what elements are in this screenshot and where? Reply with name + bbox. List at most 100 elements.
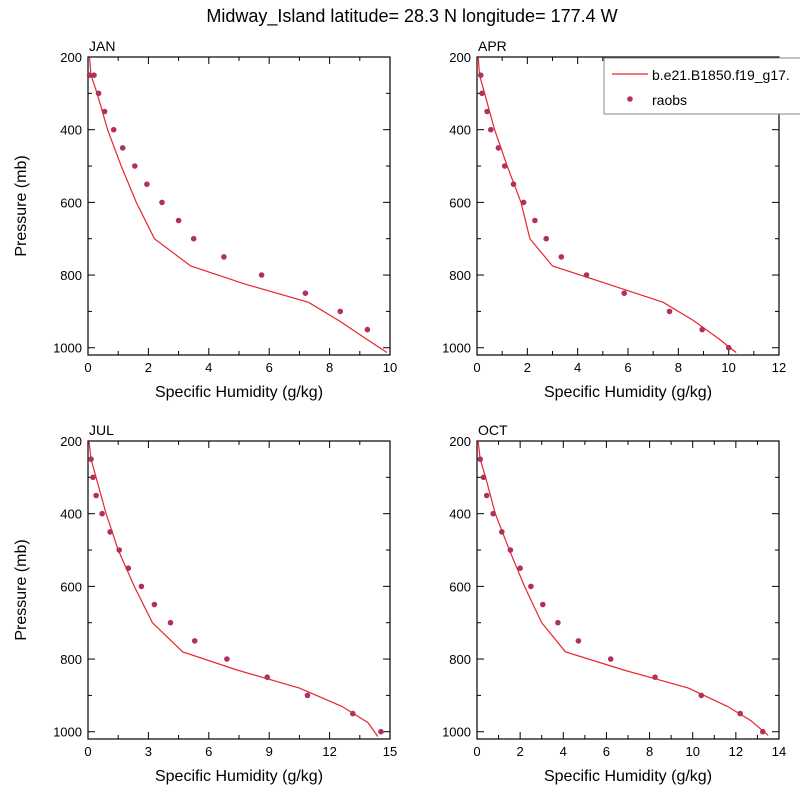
panel-apr-ytick-label: 800 — [449, 268, 471, 283]
panel-jan-obs-point — [110, 126, 117, 133]
panel-jul-obs-point — [167, 619, 174, 626]
panel-jan-xtick-label: 8 — [326, 360, 333, 375]
panel-jan-obs-point — [175, 217, 182, 224]
panel-jul-obs-point — [151, 601, 158, 608]
panel-jan-ytick-label: 800 — [60, 268, 82, 283]
panel-oct-model-line — [477, 440, 769, 736]
panel-oct-ytick-label: 400 — [449, 507, 471, 522]
legend-obs-label: raobs — [652, 92, 687, 108]
panel-jul-obs-point — [93, 492, 99, 499]
panel-oct-xtick-label: 8 — [646, 744, 653, 759]
panel-apr-xtick-label: 10 — [721, 360, 735, 375]
panel-oct-obs-point — [555, 619, 561, 626]
panel-oct-ytick-label: 1000 — [442, 725, 471, 740]
panel-oct-xtick-label: 12 — [729, 744, 743, 759]
panel-oct-obs-point — [698, 692, 705, 699]
panel-jan-obs-point — [190, 235, 197, 242]
legend-model-label: b.e21.B1850.f19_g17. — [652, 67, 790, 83]
panel-jan-ytick-label: 400 — [60, 123, 82, 138]
panel-jul-ytick-label: 400 — [60, 507, 82, 522]
panel-apr-obs-point — [510, 181, 517, 187]
panel-jan: JAN 0 2 4 6 8 10 200 400 600 800 1000 Specific Humid… — [13, 38, 397, 401]
panel-jan-obs-point — [159, 199, 165, 206]
panel-apr-obs-point — [488, 126, 494, 133]
panel-jan-obs-point — [91, 72, 97, 78]
panel-apr-obs-point — [478, 72, 484, 78]
panel-oct-xtick-label: 2 — [517, 744, 524, 759]
panel-jul-xtick-label: 0 — [84, 744, 91, 759]
panel-jul-obs-point — [107, 529, 113, 535]
panel-jul-frame — [87, 440, 391, 740]
panel-oct-obs-point — [737, 710, 743, 717]
panel-apr-xtick-label: 8 — [675, 360, 682, 375]
panel-jul-yaxis-label: Pressure (mb) — [13, 539, 30, 640]
panel-jan-obs-point — [132, 163, 138, 169]
panel-apr-obs-point — [583, 272, 590, 278]
panel-jul-xtick-label: 3 — [145, 744, 152, 759]
panel-jul-xtick-label: 12 — [322, 744, 336, 759]
legend-box — [603, 57, 800, 115]
panel-jan-xtick-label: 10 — [383, 360, 397, 375]
panel-jul-xtick-label: 9 — [266, 744, 273, 759]
panel-jul-obs-point — [264, 674, 271, 680]
panel-jul-obs-point — [99, 510, 105, 517]
panel-oct-obs-point — [490, 510, 497, 517]
panel-jan-obs-point — [144, 181, 150, 187]
panel-jul-obs-point — [224, 656, 230, 662]
panel-apr-xtick-label: 6 — [624, 360, 631, 375]
panel-jan-yaxis-label: Pressure (mb) — [13, 155, 30, 256]
panel-jul-obs-point — [378, 728, 384, 735]
panel-apr-xtick-label: 0 — [473, 360, 480, 375]
panel-jul-obs-point — [116, 547, 122, 553]
panel-jan-ytick-label: 600 — [60, 195, 82, 210]
panel-jul-obs-point — [191, 638, 198, 644]
panel-jan-month-label: JAN — [89, 38, 115, 54]
panel-apr-ytick-label: 600 — [449, 195, 471, 210]
panel-apr-obs-point — [543, 235, 549, 242]
panel-apr-obs-point — [520, 199, 527, 206]
panel-jul-obs-point — [350, 710, 356, 717]
panel-apr-obs-point — [501, 163, 508, 169]
panel-apr-obs-point — [621, 290, 627, 297]
panel-jan-obs-point — [364, 326, 371, 333]
panel-jan-obs-point — [302, 290, 309, 297]
panel-jul-ytick-label: 800 — [60, 652, 82, 667]
panels: JAN 0 2 4 6 8 10 2 0 0 400 600 800 1000 Specific Humid… — [13, 38, 786, 785]
panel-apr: APR 0 2 4 6 8 10 12 200 400 600 800 1000 Specific Hum… — [442, 38, 786, 401]
panel-apr-obs-point — [558, 254, 565, 260]
panel-oct-obs-point — [528, 583, 534, 590]
panel-apr-obs-point — [484, 108, 490, 115]
panel-jan-xaxis-label: Specific Humidity (g/kg) — [155, 384, 323, 401]
panel-apr-obs-point — [725, 344, 732, 351]
panel-oct-xaxis-label: Specific Humidity (g/kg) — [544, 768, 712, 785]
panel-oct-obs-point — [607, 656, 614, 662]
panel-apr-xtick-label: 2 — [524, 360, 531, 375]
panel-jan-xtick-label: 2 — [145, 360, 152, 375]
panel-apr-xtick-label: 12 — [772, 360, 786, 375]
panel-jul-obs-point — [88, 456, 94, 463]
panel-oct-obs-point — [540, 601, 546, 608]
panel-oct-obs-point — [480, 474, 487, 481]
panel-jan-obs-point — [221, 254, 227, 260]
panel-jan-xtick-label: 0 — [84, 360, 91, 375]
panel-apr-xtick-label: 4 — [574, 360, 581, 375]
panel-jan-obs-point — [86, 72, 93, 78]
panel-jan-model-line — [88, 56, 388, 354]
panel-jul-obs-point — [304, 692, 311, 699]
panel-apr-ytick-label: 400 — [449, 123, 471, 138]
panel-jul: JUL 0 3 6 9 12 15 200 400 600 800 1000 Specific Humi… — [13, 422, 397, 785]
panel-oct-frame — [476, 440, 780, 740]
panel-oct-obs-point — [517, 565, 523, 571]
panel-jan-obs-point — [101, 108, 108, 115]
panel-oct-xtick-label: 0 — [473, 744, 480, 759]
figure-title: Midway_Island latitude= 28.3 N longitude… — [206, 6, 617, 27]
panel-jan-ytick-label: 1000 — [53, 341, 82, 356]
panel-oct-month-label: OCT — [478, 422, 508, 438]
panel-jan-obs-point — [95, 90, 102, 97]
panel-oct-xtick-label: 10 — [685, 744, 699, 759]
panel-jul-xtick-label: 6 — [205, 744, 212, 759]
panel-oct-obs-point — [499, 529, 505, 535]
panel-oct-obs-point — [507, 547, 514, 553]
panel-jan-obs-point — [119, 145, 126, 151]
